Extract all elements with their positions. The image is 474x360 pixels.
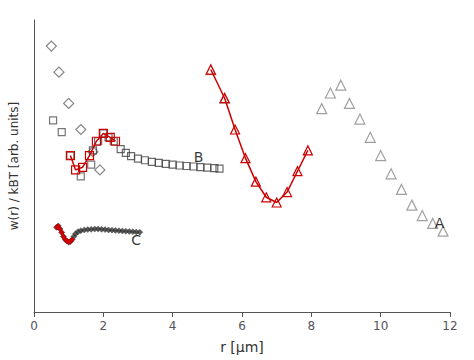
- svg-text:8: 8: [308, 319, 316, 333]
- svg-text:w(r) / kBT [arb. units]: w(r) / kBT [arb. units]: [7, 102, 21, 231]
- svg-text:2: 2: [100, 319, 108, 333]
- svg-text:10: 10: [373, 319, 388, 333]
- svg-text:12: 12: [442, 319, 457, 333]
- svg-text:C: C: [131, 232, 141, 248]
- svg-text:4: 4: [169, 319, 177, 333]
- svg-text:r [μm]: r [μm]: [220, 339, 264, 355]
- svg-text:6: 6: [238, 319, 246, 333]
- svg-text:0: 0: [30, 319, 38, 333]
- svg-text:B: B: [194, 149, 204, 165]
- svg-text:A: A: [435, 215, 445, 231]
